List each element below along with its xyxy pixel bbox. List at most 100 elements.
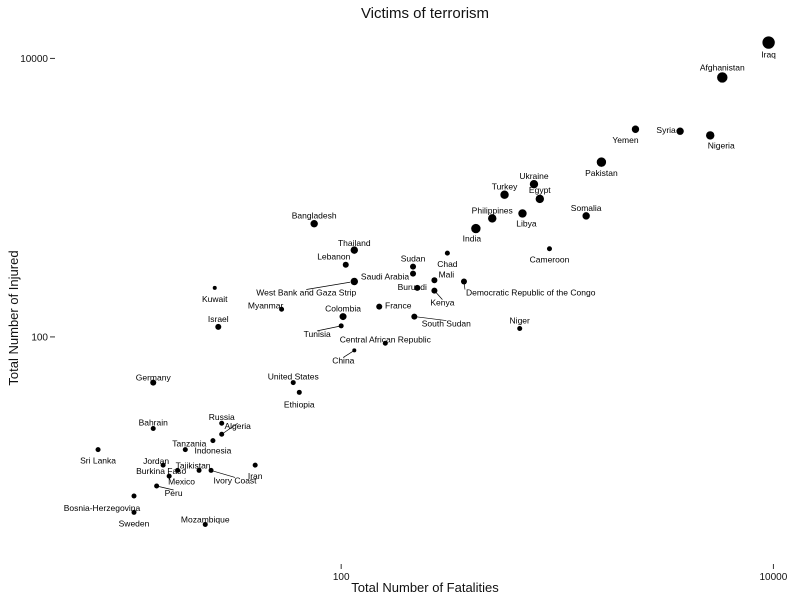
point-label-tajikistan: Tajikistan [176,460,211,470]
data-point-burkina-faso [166,473,172,479]
data-points [95,35,776,527]
data-point-saudi-arabia [410,270,417,277]
point-label-mozambique: Mozambique [181,514,230,524]
data-point-mali [431,277,438,284]
point-label-peru: Peru [165,488,183,498]
data-point-iraq [761,35,776,50]
point-label-ethiopia: Ethiopia [284,399,315,409]
point-label-burundi: Burundi [398,282,427,292]
data-point-sri-lanka [95,447,101,453]
data-point-somalia [581,211,591,221]
data-point-ivory-coast [208,467,214,473]
point-label-china: China [332,355,354,365]
data-point-ukraine [529,179,539,189]
point-label-turkey: Turkey [492,182,518,192]
data-point-sweden [131,509,137,515]
point-label-russia: Russia [209,412,235,422]
x-tick-label: 100 [333,572,350,583]
x-axis: 100 10000 [333,564,788,583]
leader-line-south-sudan [414,316,447,321]
point-label-somalia: Somalia [571,203,602,213]
point-label-indonesia: Indonesia [194,446,231,456]
leader-line-china [343,350,355,358]
leader-line-tunisia [317,325,342,332]
point-label-yemen: Yemen [612,135,638,145]
data-point-jordan [160,462,166,468]
data-point-tunisia [338,323,344,329]
leader-line-west-bank-and-gaza-strip [306,281,355,290]
data-point-thailand [349,245,359,255]
data-point-cameroon [546,246,552,252]
label-leader-lines [156,281,466,491]
data-point-philippines [487,213,498,224]
data-point-united-states [290,380,296,386]
x-axis-label: Total Number of Fatalities [351,580,499,595]
point-label-lebanon: Lebanon [317,252,350,262]
point-label-afghanistan: Afghanistan [700,62,745,72]
data-point-myanmar [279,306,285,312]
point-label-sweden: Sweden [119,518,150,528]
point-label-philippines: Philippines [472,205,513,215]
data-point-peru [154,483,160,489]
data-point-france [376,303,383,310]
point-label-ivory-coast: Ivory Coast [214,475,258,485]
data-point-libya [517,208,528,219]
point-label-ukraine: Ukraine [519,171,549,181]
data-point-kenya [431,287,438,294]
data-point-egypt [535,194,545,204]
point-label-kuwait: Kuwait [202,294,228,304]
point-label-chad: Chad [437,259,458,269]
point-label-tanzania: Tanzania [172,439,206,449]
point-label-india: India [463,234,482,244]
point-label-colombia: Colombia [325,304,361,314]
point-label-mexico: Mexico [168,476,195,486]
leader-line-ivory-coast [210,470,236,478]
data-point-iran [252,462,258,468]
y-axis: 100 10000 [20,54,55,343]
point-label-france: France [385,301,412,311]
point-label-thailand: Thailand [338,238,371,248]
leader-line-algeria [221,422,238,435]
data-point-kuwait [212,285,217,290]
y-tick-label: 10000 [20,54,48,65]
point-label-germany: Germany [136,373,172,383]
point-label-democratic-republic-of-the-congo: Democratic Republic of the Congo [466,288,596,298]
data-point-israel [215,323,222,330]
data-point-central-african-republic [382,340,388,346]
point-label-syria: Syria [656,125,676,135]
data-point-afghanistan [716,71,729,84]
point-label-kenya: Kenya [430,298,454,308]
data-point-algeria [219,431,225,437]
data-point-mexico [175,467,181,473]
data-point-russia [219,420,225,426]
point-label-iran: Iran [248,471,263,481]
y-axis-label: Total Number of Injured [6,250,21,385]
point-label-bangladesh: Bangladesh [292,211,337,221]
data-point-mozambique [202,521,208,527]
data-point-tajikistan [196,467,202,473]
point-label-central-african-republic: Central African Republic [340,334,432,344]
data-point-west-bank-and-gaza-strip [349,277,359,286]
point-label-south-sudan: South Sudan [422,319,471,329]
point-label-libya: Libya [516,218,537,228]
y-tick-label: 100 [31,332,48,343]
data-point-bangladesh [309,219,319,229]
data-point-germany [150,379,157,386]
data-point-nigeria [705,130,716,141]
chart-title: Victims of terrorism [361,5,489,22]
data-point-south-sudan [411,313,418,320]
point-label-tunisia: Tunisia [304,329,331,339]
point-label-cameroon: Cameroon [530,255,570,265]
point-label-burkina-faso: Burkina Faso [136,466,186,476]
point-label-nigeria: Nigeria [708,140,735,150]
data-point-syria [675,126,685,136]
point-label-niger: Niger [510,315,530,325]
data-point-sudan [410,263,417,270]
point-label-israel: Israel [208,314,229,324]
point-label-bahrain: Bahrain [139,417,169,427]
data-point-democratic-republic-of-the-congo [460,278,467,285]
data-point-india [470,223,482,234]
data-point-yemen [631,124,640,134]
data-point-chad [444,250,450,256]
